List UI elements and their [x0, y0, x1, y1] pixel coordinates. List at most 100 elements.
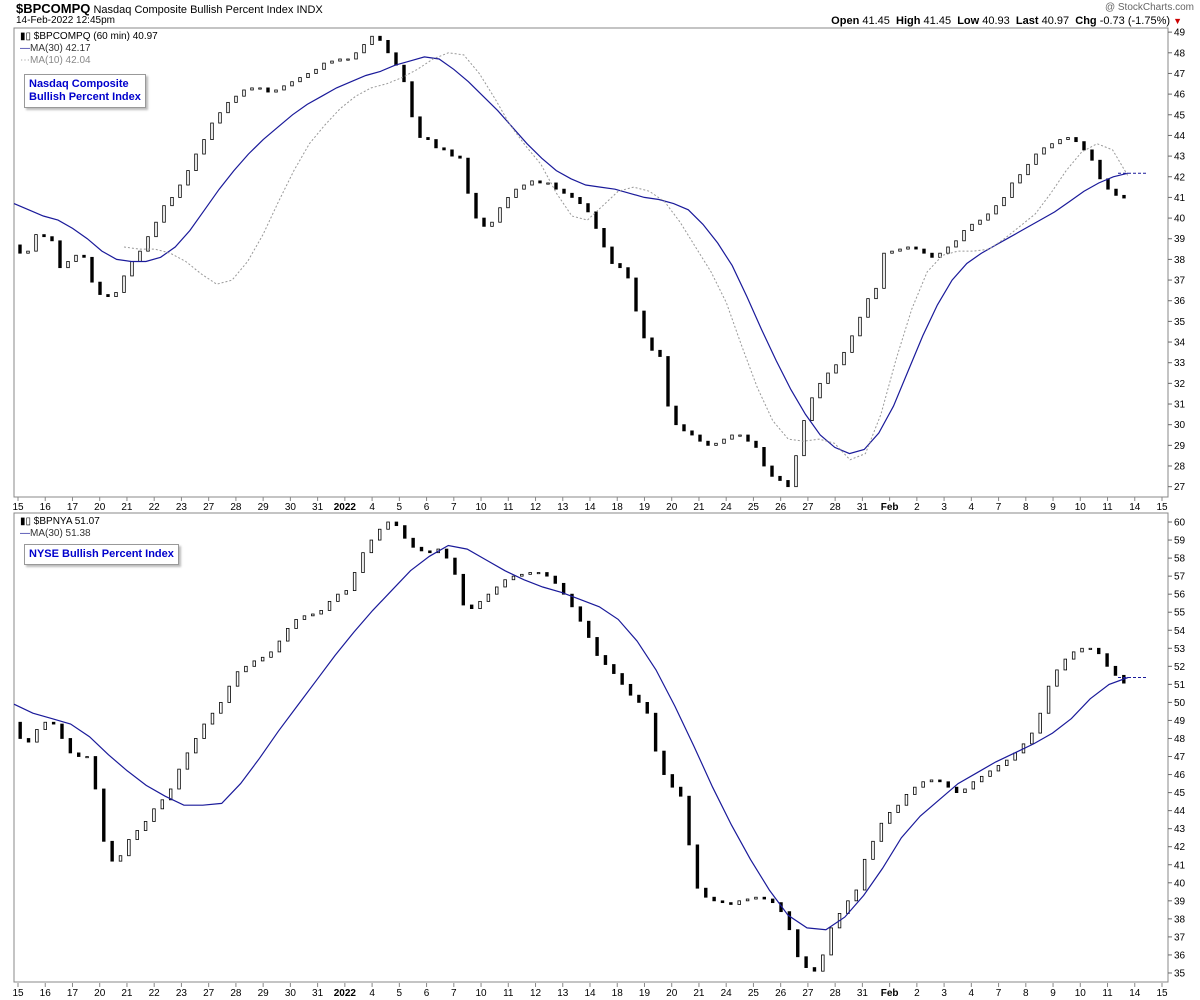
lower-ma30-line	[13, 544, 1129, 931]
open-label: Open	[831, 15, 860, 27]
lower-price-bar	[545, 572, 549, 577]
lower-y-tick-label: 60	[1174, 518, 1186, 529]
x-tick-label: 15	[1156, 502, 1168, 513]
lower-price-bar	[979, 775, 984, 783]
lower-price-bar	[403, 525, 407, 539]
lower-price-bar	[51, 721, 56, 725]
upper-price-bar	[26, 250, 30, 254]
x-tick-label: 21	[693, 502, 705, 513]
upper-price-bar	[506, 197, 510, 209]
upper-price-bar	[474, 192, 478, 219]
upper-price-bar	[418, 116, 422, 138]
x-tick-label: 25	[748, 502, 760, 513]
x-tick-label: 6	[424, 502, 430, 513]
upper-price-bar	[426, 137, 430, 140]
lower-price-bar	[904, 794, 909, 806]
x-tick-label: 20	[666, 502, 678, 513]
x-tick-label: 31	[312, 502, 324, 513]
lower-price-bar	[653, 712, 658, 752]
upper-price-bar	[674, 405, 678, 426]
lower-price-bar	[896, 804, 900, 813]
upper-price-bar	[690, 430, 694, 436]
lower-price-bar	[168, 788, 173, 801]
upper-price-bar	[338, 58, 342, 62]
upper-price-bar	[682, 424, 686, 432]
lower-price-bar	[1113, 665, 1118, 676]
lower-price-bar	[536, 572, 541, 575]
lower-price-bar	[110, 840, 114, 862]
upper-price-bar	[138, 250, 142, 262]
upper-y-tick-label: 32	[1174, 379, 1186, 390]
upper-price-bar	[1106, 178, 1110, 190]
upper-price-bar	[522, 184, 526, 190]
upper-price-bar	[874, 287, 878, 300]
lower-price-bar	[938, 779, 942, 783]
x-tick-label: 19	[639, 502, 651, 513]
upper-price-bar	[394, 52, 398, 66]
lower-price-bar	[595, 637, 599, 656]
x-tick-label: 10	[1075, 502, 1087, 513]
upper-price-bar	[322, 62, 326, 70]
x-tick-label: 8	[1023, 502, 1029, 513]
upper-price-bar	[18, 244, 22, 254]
lower-price-bar	[812, 967, 817, 972]
lower-price-bar	[879, 822, 884, 842]
lower-price-bar	[963, 788, 967, 793]
upper-y-tick-label: 34	[1174, 338, 1186, 349]
lower-y-tick-label: 51	[1174, 680, 1186, 691]
lower-y-tick-label: 39	[1174, 896, 1186, 907]
lower-legend-price: ▮▯ $BPNYA 51.07	[20, 516, 100, 528]
last-value: 40.97	[1041, 15, 1070, 27]
lower-y-tick-label: 53	[1174, 644, 1186, 655]
lower-y-tick-label: 57	[1174, 572, 1186, 583]
lower-price-bar	[1030, 732, 1034, 745]
lower-price-bar	[361, 552, 365, 573]
exchange-label: INDX	[296, 4, 323, 16]
lower-price-bar	[319, 610, 323, 615]
x-tick-label: 18	[612, 988, 624, 999]
upper-price-bar	[762, 447, 766, 467]
upper-price-bar	[546, 182, 550, 185]
upper-price-bar	[450, 149, 454, 157]
lower-price-bar	[913, 786, 917, 795]
upper-y-tick-label: 40	[1174, 214, 1186, 225]
low-value: 40.93	[982, 15, 1010, 27]
upper-price-bar	[266, 87, 270, 93]
lower-price-bar	[1055, 669, 1059, 687]
upper-price-bar	[994, 205, 998, 215]
lower-price-bar	[469, 604, 474, 610]
x-tick-label: 31	[312, 988, 324, 999]
x-tick-label: 27	[802, 502, 814, 513]
upper-price-bar	[170, 197, 174, 207]
lower-panel: 35 36 37 38 39 40 41 42 43 44 45 46 47 48 49 50 51 52 53 54…	[13, 512, 1186, 983]
upper-price-bar	[1026, 163, 1030, 176]
x-tick-label: 13	[557, 502, 569, 513]
upper-legend-ma10: ⋯MA(10) 42.04	[20, 55, 158, 67]
lower-price-bar	[219, 702, 223, 714]
lower-price-bar	[1071, 651, 1076, 660]
upper-y-tick-label: 37	[1174, 276, 1186, 287]
lower-price-bar	[60, 723, 64, 739]
lower-price-bar	[102, 788, 106, 842]
lower-price-bar	[152, 808, 156, 822]
lower-price-bar	[453, 557, 457, 575]
lower-price-bar	[118, 855, 123, 862]
x-tick-label: 31	[857, 988, 869, 999]
upper-price-bar	[586, 203, 590, 213]
upper-price-bar	[458, 155, 462, 159]
x-tick-label: 9	[1050, 988, 1056, 999]
x-tick-label: 4	[369, 502, 375, 513]
x-tick-label: 2	[914, 988, 920, 999]
upper-price-bar	[1018, 174, 1022, 184]
lower-y-tick-label: 47	[1174, 752, 1186, 763]
lower-price-bar	[862, 858, 867, 891]
upper-price-bar	[410, 81, 414, 118]
lower-legend: ▮▯ $BPNYA 51.07 —MA(30) 51.38	[20, 516, 100, 540]
upper-price-bar	[490, 221, 494, 227]
x-tick-label: 27	[802, 988, 814, 999]
upper-price-bar	[378, 35, 382, 41]
x-tick-label: 24	[721, 502, 733, 513]
high-value: 41.45	[923, 15, 952, 27]
x-tick-label: 22	[149, 502, 161, 513]
